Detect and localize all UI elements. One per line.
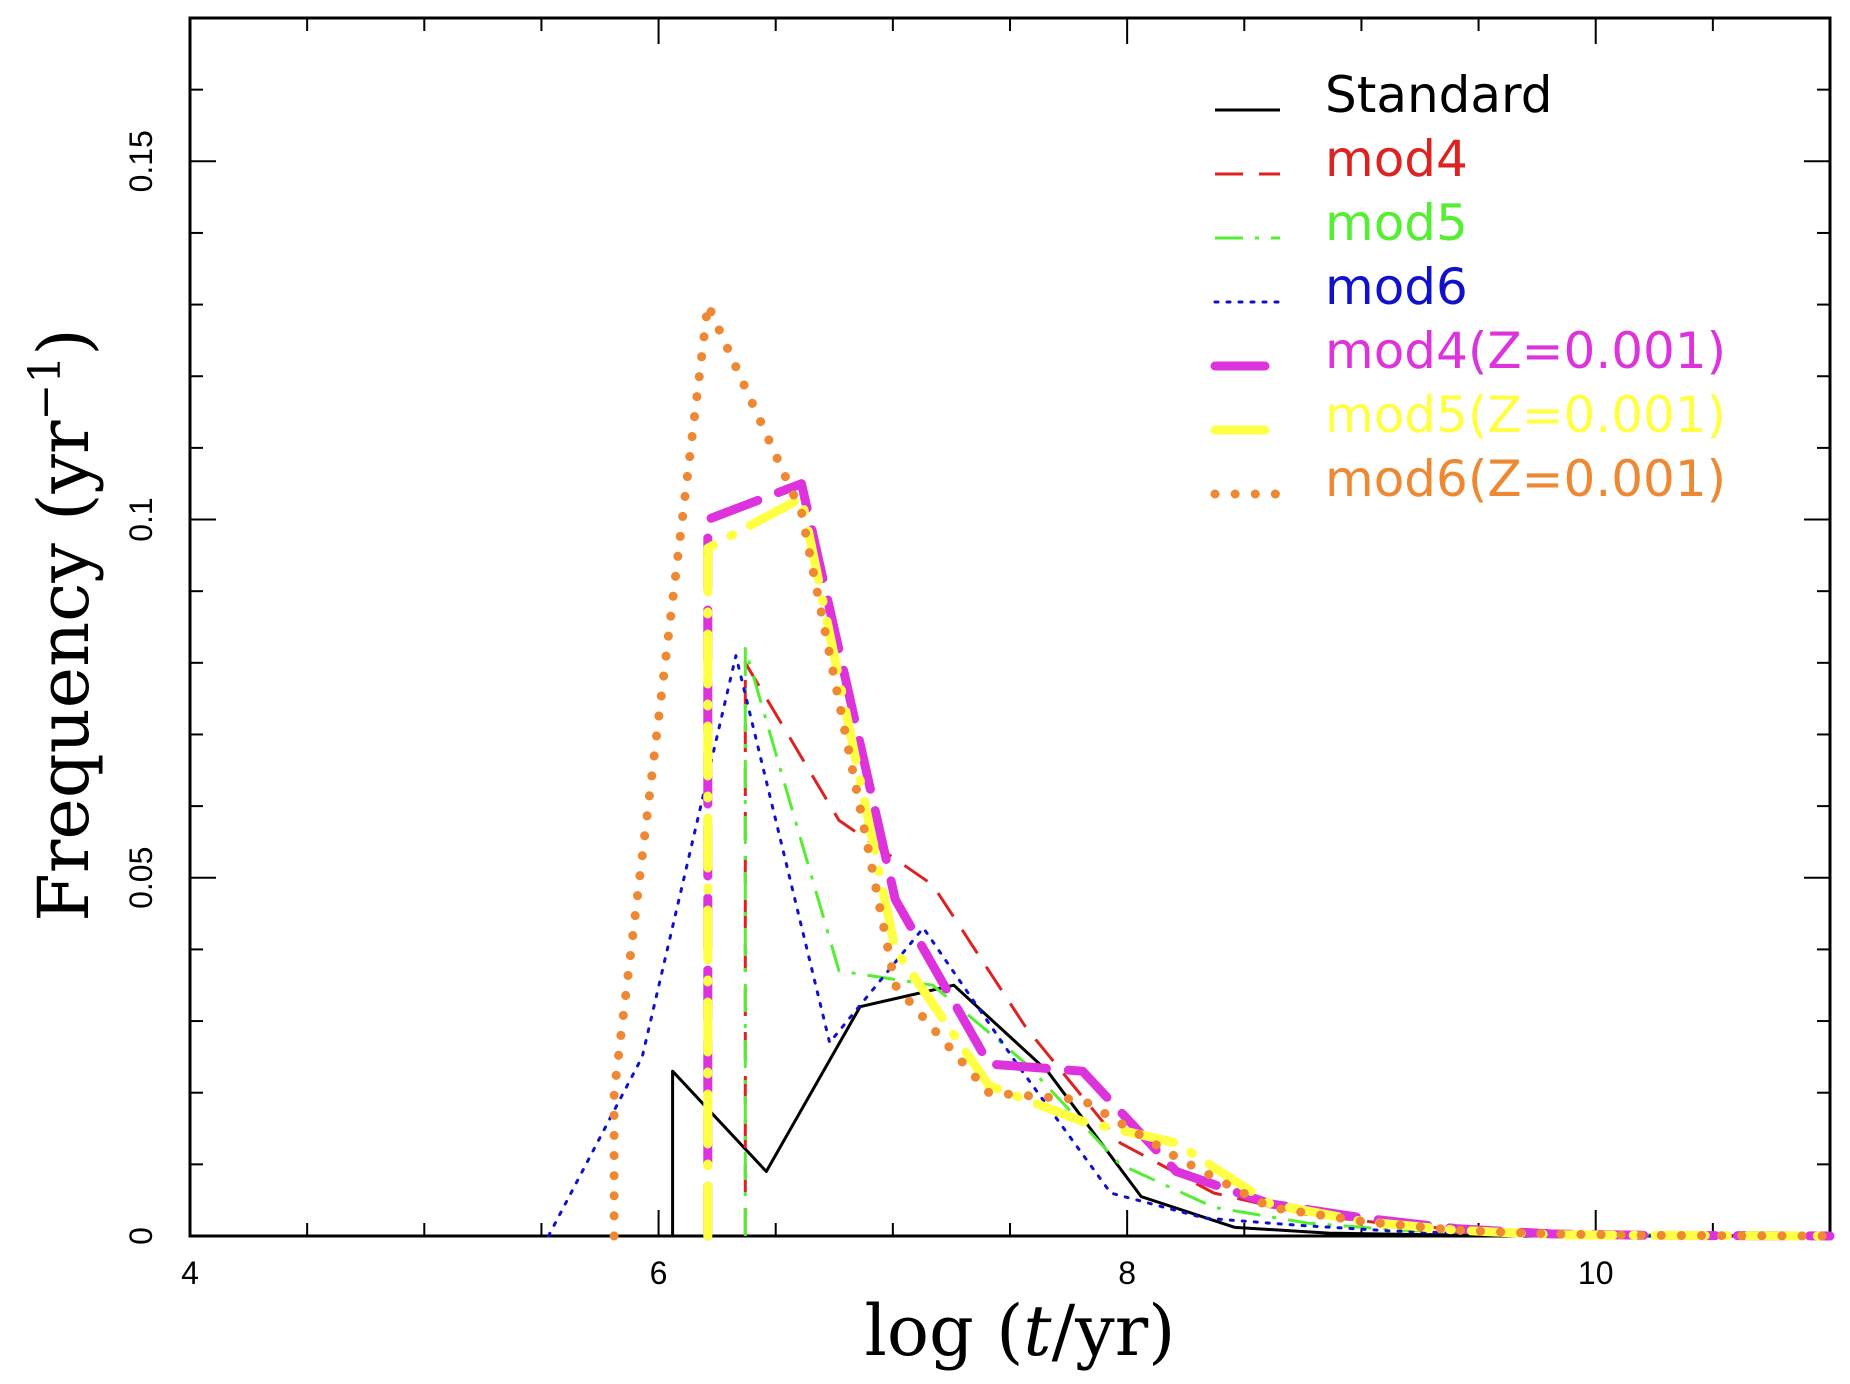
legend-label-mod4-z-0-001: mod4(Z=0.001)	[1325, 322, 1726, 380]
x-tick-label: 10	[1578, 1255, 1614, 1291]
x-axis-label: log (t/yr)	[865, 1290, 1176, 1372]
y-tick-label: 0.15	[123, 130, 159, 192]
y-axis-label: Frequency (yr−1)	[20, 328, 105, 921]
y-tick-label: 0	[123, 1227, 159, 1245]
plot-frame	[188, 16, 1832, 1238]
series-line-mod5-z-0-001	[703, 493, 1835, 1241]
y-tick-label: 0.05	[123, 847, 159, 909]
legend-label-mod6: mod6	[1325, 258, 1468, 316]
series-line-mod4	[743, 661, 1831, 1238]
series-line-mod5	[743, 647, 1831, 1238]
legend: Standard mod4 mod5 mod6 mod4(Z=0.001) mod5(Z=…	[1210, 66, 1726, 508]
legend-label-mod5-z-0-001: mod5(Z=0.001)	[1325, 386, 1726, 444]
legend-label-mod6-z-0-001: mod6(Z=0.001)	[1325, 450, 1726, 508]
x-tick-label: 8	[1118, 1255, 1136, 1291]
legend-label-standard: Standard	[1325, 66, 1552, 124]
legend-label-mod4: mod4	[1325, 130, 1468, 188]
y-tick-label: 0.1	[123, 497, 159, 541]
axes-frame: 4 6 8 10 0 0.05 0.1 0.15	[123, 16, 1832, 1291]
series-line-mod6-z-0-001	[609, 300, 1835, 1241]
legend-label-mod5: mod5	[1325, 194, 1468, 252]
x-tick-label: 6	[650, 1255, 668, 1291]
x-tick-label: 4	[181, 1255, 199, 1291]
series-line-mod4-z-0-001	[703, 479, 1835, 1241]
series-layer	[547, 300, 1835, 1241]
